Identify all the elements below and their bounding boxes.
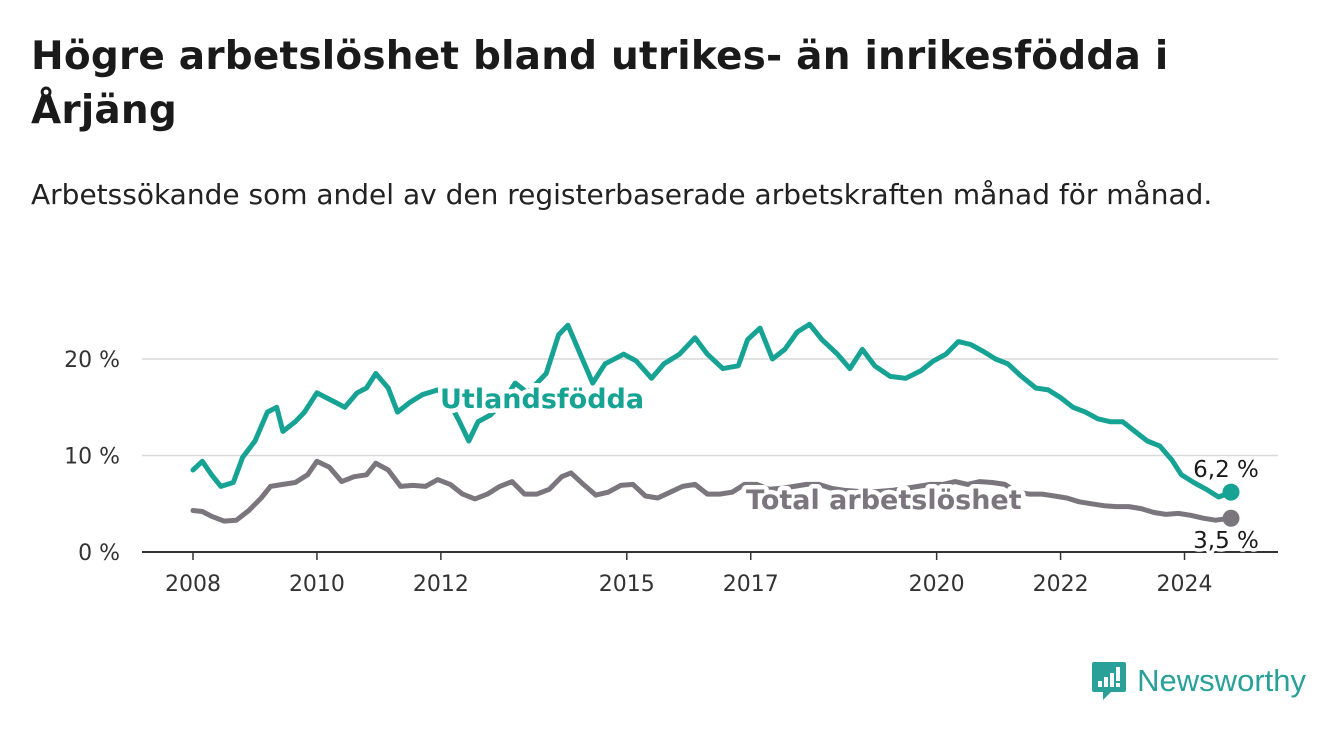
- x-tick-label: 2017: [723, 572, 779, 597]
- brand-name: Newsworthy: [1137, 663, 1306, 698]
- page-subtitle: Arbetssökande som andel av den registerb…: [31, 178, 1213, 211]
- y-tick-label: 10 %: [64, 445, 120, 470]
- end-label-total-text: 3,5 %: [1193, 528, 1259, 554]
- x-tick-label: 2024: [1157, 572, 1213, 597]
- gridlines: [142, 358, 1278, 553]
- end-label-total: 3,5 %3,5 %: [1190, 525, 1263, 558]
- end-label-utlandsfodda-halo: 6,2 %: [1193, 457, 1259, 483]
- bar-chart-logo-icon: [1092, 662, 1127, 700]
- end-label-utlandsfodda: 6,2 %6,2 %: [1190, 454, 1263, 487]
- end-label-total-halo: 3,5 %: [1193, 528, 1259, 554]
- x-tick-label: 2022: [1033, 572, 1089, 597]
- series-label-total-text: Total arbetslöshet: [746, 485, 1022, 516]
- x-tick-label: 2008: [165, 572, 221, 597]
- series-label-total-halo: Total arbetslöshet: [746, 485, 1022, 516]
- y-tick-label: 0 %: [78, 541, 120, 566]
- series-end-point: [1222, 483, 1240, 501]
- x-tick-label: 2020: [909, 572, 965, 597]
- x-tick-label: 2010: [289, 572, 345, 597]
- y-axis-ticks: 0 % 10 % 20 %: [64, 348, 120, 566]
- end-label-utlandsfodda-text: 6,2 %: [1193, 457, 1259, 483]
- newsworthy-logo: Newsworthy: [1091, 660, 1306, 702]
- series-lines: [190, 321, 1240, 527]
- series-label-utlandsfodda-text: Utlandsfödda: [440, 384, 644, 415]
- x-axis-ticks: 2008 2010 2012 2015 2017 2020 2022 2024: [165, 552, 1213, 597]
- x-tick-label: 2012: [413, 572, 469, 597]
- series-line-total: [190, 458, 1234, 524]
- page-title: Högre arbetslöshet bland utrikes- än inr…: [31, 34, 1169, 133]
- series-end-point: [1222, 509, 1240, 527]
- series-line-utlandsfodda: [190, 321, 1234, 500]
- x-tick-label: 2015: [599, 572, 655, 597]
- y-tick-label: 20 %: [64, 348, 120, 373]
- series-label-utlandsfodda-halo: Utlandsfödda: [440, 384, 644, 415]
